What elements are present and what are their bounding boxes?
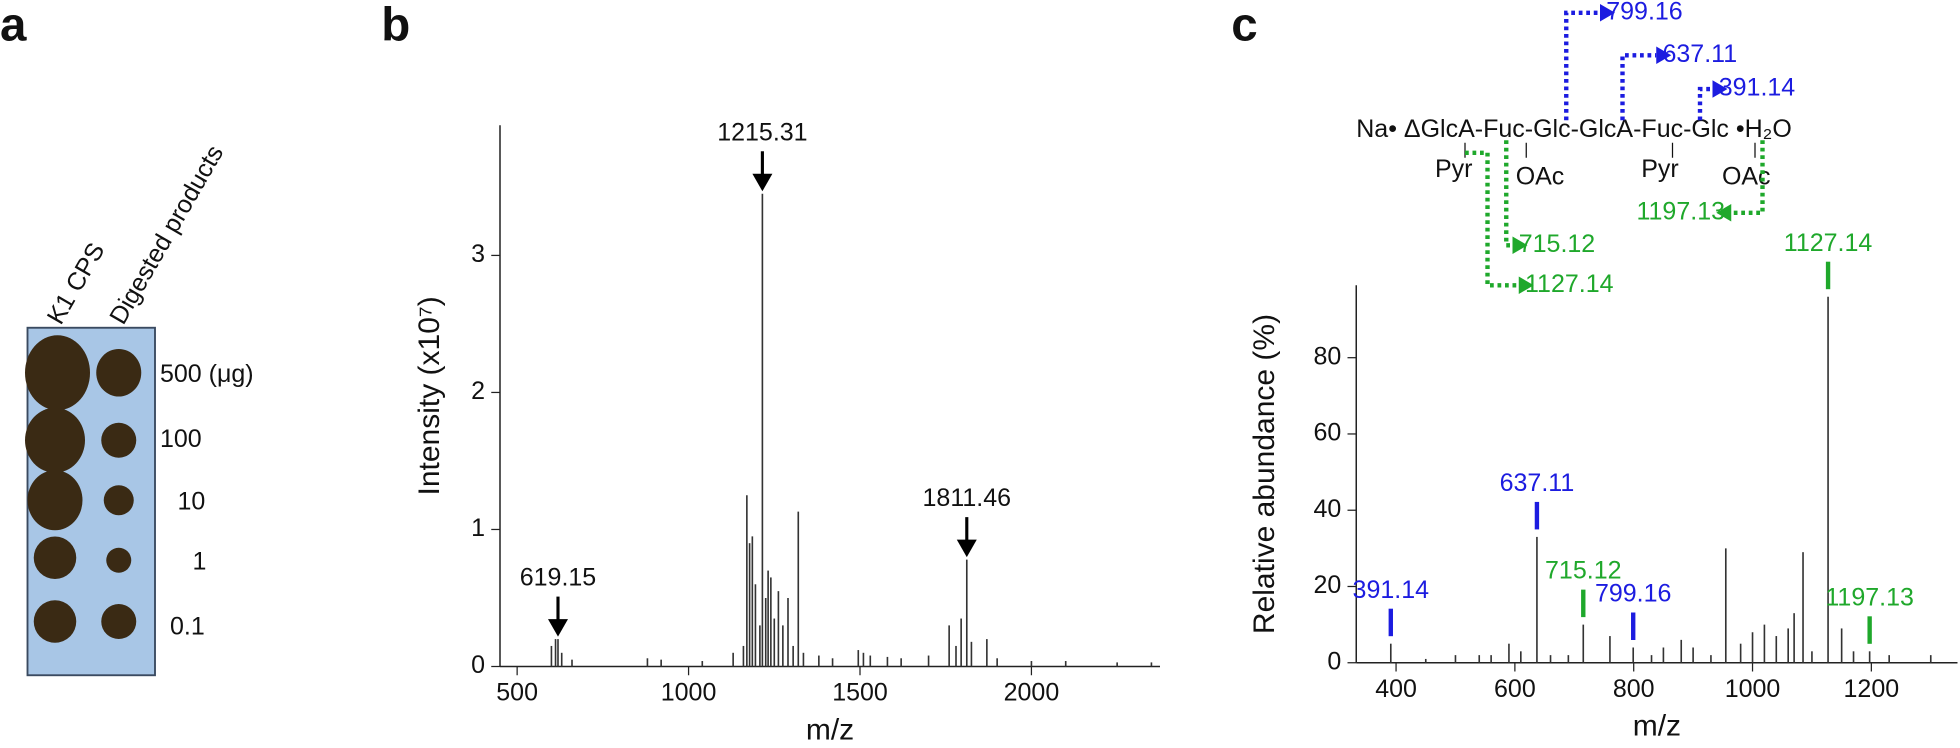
row-label: 100 <box>160 425 202 453</box>
peak-label: 637.11 <box>1500 469 1575 497</box>
row-label: 10 <box>178 487 206 515</box>
row-label: 0.1 <box>170 612 205 640</box>
y-tick-label: 40 <box>1313 495 1341 523</box>
peak-label: 715.12 <box>1545 557 1621 585</box>
peak-label: 1215.31 <box>717 118 807 146</box>
peak-label: 1197.13 <box>1825 583 1914 611</box>
x-axis-label: m/z <box>806 713 854 746</box>
x-tick-label: 1000 <box>661 679 717 707</box>
fragment-arrow <box>1697 86 1713 121</box>
fragment-label: 1197.13 <box>1636 197 1725 225</box>
panel-label: a <box>0 0 27 51</box>
column-label: K1 CPS <box>42 238 111 329</box>
x-tick-label: 500 <box>496 679 538 707</box>
column-label: Digested products <box>104 141 229 330</box>
fragment-label: 799.16 <box>1606 0 1682 25</box>
x-tick-label: 1500 <box>832 679 888 707</box>
fragment-arrow <box>1564 10 1600 121</box>
x-tick-label: 1000 <box>1725 675 1781 703</box>
fragment-label: 1127.14 <box>1525 270 1614 298</box>
y-tick-label: 1 <box>471 514 485 542</box>
fragment-arrow <box>1465 150 1519 288</box>
arrow-head <box>1712 80 1728 98</box>
x-tick-label: 800 <box>1613 675 1655 703</box>
fragment-chain: Na• ΔGlcA-Fuc-Glc-GlcA-Fuc-Glc •H₂O <box>1356 115 1792 143</box>
row-label: 1 <box>193 547 207 575</box>
dot <box>96 349 142 397</box>
arrow-head <box>1716 204 1732 222</box>
y-tick-label: 80 <box>1313 342 1341 370</box>
fragment-label: 391.14 <box>1719 74 1796 102</box>
dot <box>27 470 83 531</box>
y-tick-label: 0 <box>1327 647 1341 675</box>
dot <box>33 600 77 643</box>
arrow-head <box>1512 236 1528 254</box>
y-axis-label: Relative abundance (%) <box>1248 314 1281 634</box>
x-tick-label: 2000 <box>1004 679 1060 707</box>
fragment-label: 715.12 <box>1519 230 1595 258</box>
y-tick-label: 2 <box>471 377 485 405</box>
peak-label: 619.15 <box>520 564 596 592</box>
dot <box>25 407 85 473</box>
x-tick-label: 600 <box>1494 675 1536 703</box>
y-tick-label: 3 <box>471 240 485 268</box>
y-axis-label: Intensity (x10⁷) <box>413 296 446 495</box>
x-tick-label: 1200 <box>1844 675 1900 703</box>
panel-label: c <box>1231 0 1257 51</box>
panel-label: b <box>381 0 410 51</box>
arrow-head <box>1656 46 1672 64</box>
arrow-head <box>1518 276 1534 294</box>
fragment-arrow <box>1731 140 1765 215</box>
dot <box>33 536 77 579</box>
dot <box>106 547 132 573</box>
arrow-head <box>956 539 977 558</box>
arrow-head <box>752 173 773 192</box>
fragment-label: 637.11 <box>1663 40 1738 68</box>
x-axis-label: m/z <box>1633 710 1681 743</box>
fragment-arrow <box>1504 140 1513 248</box>
x-tick-label: 400 <box>1375 675 1417 703</box>
substituent: Pyr <box>1435 155 1473 183</box>
dot <box>101 604 137 639</box>
substituent: Pyr <box>1641 155 1679 183</box>
dot <box>25 335 90 411</box>
peak-label: 799.16 <box>1595 580 1671 608</box>
y-tick-label: 60 <box>1313 419 1341 447</box>
dot-blot <box>25 326 156 677</box>
arrow-head <box>547 619 568 637</box>
row-label: 500 (μg) <box>160 360 254 388</box>
peak-label: 1127.14 <box>1784 229 1873 257</box>
arrow-head <box>1600 4 1615 22</box>
fragment-arrow <box>1620 53 1657 121</box>
peak-label: 1811.46 <box>923 484 1012 512</box>
peak-label: 391.14 <box>1353 576 1430 604</box>
dot <box>103 485 134 516</box>
y-tick-label: 20 <box>1313 571 1341 599</box>
y-tick-label: 0 <box>471 651 485 679</box>
substituent: OAc <box>1516 162 1565 190</box>
dot <box>101 422 137 458</box>
